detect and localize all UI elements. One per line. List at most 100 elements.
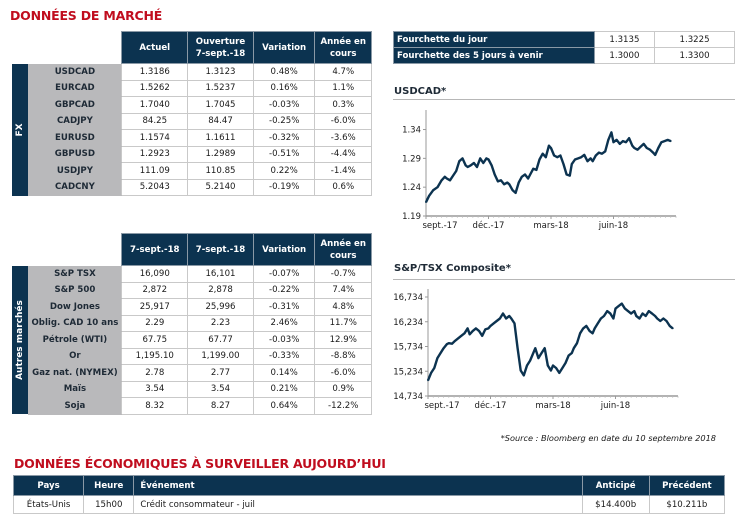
cell-open: 84.47: [187, 112, 254, 130]
cell-variation: 0.48%: [252, 63, 316, 81]
cell-precedent: $10.211b: [648, 495, 726, 514]
data-point: [535, 168, 538, 171]
cell-current: 1.3186: [121, 63, 189, 81]
range-row-5day: Fourchette des 5 jours à venir 1.3000 1.…: [393, 47, 735, 64]
cell-open: 2.23: [187, 314, 254, 332]
data-point: [556, 156, 559, 159]
data-point: [570, 352, 573, 355]
data-point: [671, 327, 674, 330]
data-point: [481, 334, 484, 337]
table-row: Soja 8.32 8.27 0.64% -12.2%: [12, 397, 372, 415]
data-point: [593, 327, 596, 330]
x-tick-label: sept.-17: [425, 401, 460, 411]
row-label: Or: [28, 348, 122, 365]
cell-variation: -0.33%: [252, 347, 316, 365]
data-point: [633, 147, 636, 149]
market-data-title: DONNÉES DE MARCHÉ: [10, 8, 163, 23]
data-point: [561, 367, 564, 369]
cell-variation: 0.64%: [252, 397, 316, 415]
cell-open: 16,101: [187, 265, 254, 283]
data-point: [572, 347, 575, 350]
cell-open: 5.2140: [187, 178, 254, 196]
data-point: [449, 179, 451, 182]
cell-pays: États-Unis: [12, 495, 85, 514]
data-point: [666, 139, 669, 141]
col-header-heure: Heure: [83, 475, 135, 496]
x-tick-label: juin-18: [598, 221, 628, 231]
data-point: [503, 183, 506, 186]
data-point: [612, 141, 615, 144]
side-label-text: FX: [15, 122, 26, 137]
data-point: [531, 354, 534, 357]
cell-anticipe: $14.400b: [581, 495, 650, 514]
cell-open: 1.5237: [187, 79, 254, 97]
data-point: [432, 189, 435, 191]
data-point: [475, 327, 477, 330]
col-header-pays: Pays: [12, 475, 85, 496]
x-tick-label: déc.-17: [473, 220, 505, 231]
cell-ytd: 12.9%: [314, 331, 372, 349]
data-point: [596, 322, 599, 325]
series-line: [426, 302, 674, 381]
col-header-date-1: 7-sept.-18: [121, 233, 189, 266]
data-point: [492, 322, 495, 325]
data-point: [588, 329, 591, 332]
data-point: [636, 148, 639, 151]
cell-ytd: 0.3%: [314, 96, 372, 114]
data-point: [649, 148, 651, 151]
data-point: [657, 147, 660, 149]
data-point: [498, 317, 501, 320]
data-point: [577, 157, 579, 160]
cell-open: 25,996: [187, 298, 254, 316]
cell-variation: -0.25%: [252, 112, 316, 130]
cell-open: 1.1611: [187, 129, 254, 147]
data-point: [601, 152, 603, 155]
cell-ytd: -0.7%: [314, 265, 372, 283]
data-point: [594, 154, 597, 157]
cell-ytd: -4.4%: [314, 145, 372, 163]
table-row: CADJPY 84.25 84.47 -0.25% -6.0%: [12, 112, 372, 130]
data-point: [442, 347, 445, 350]
data-point: [482, 162, 485, 164]
data-point: [589, 157, 592, 160]
fx-table: Actuel Ouverture 7-sept.-18 Variation Ann…: [12, 31, 372, 196]
data-point: [553, 154, 556, 157]
section-side-label: FX: [12, 63, 29, 196]
table-row: GBPCAD 1.7040 1.7045 -0.03% 0.3%: [12, 96, 372, 114]
data-point: [541, 152, 544, 155]
row-label: CADCNY: [28, 179, 122, 196]
data-point: [495, 320, 498, 322]
cell-open: 1.3123: [187, 63, 254, 81]
data-point: [505, 317, 508, 320]
data-point: [513, 322, 516, 325]
side-label-text: Autres marchés: [15, 299, 26, 380]
chart-title-rule: [393, 99, 735, 100]
data-point: [440, 179, 443, 182]
data-point: [550, 369, 552, 372]
row-label: Dow Jones: [28, 298, 122, 316]
data-point: [630, 312, 633, 315]
data-point: [603, 315, 605, 317]
cell-current: 1.1574: [121, 129, 189, 147]
col-header-date-2: 7-sept.-18: [187, 233, 254, 266]
data-point: [540, 352, 543, 355]
data-point: [580, 156, 583, 159]
data-point: [644, 315, 647, 317]
data-point: [436, 186, 439, 189]
data-point: [620, 302, 623, 305]
cell-current: 5.2043: [121, 178, 189, 196]
cell-ytd: 0.6%: [314, 178, 372, 196]
data-point: [529, 359, 531, 362]
cell-variation: -0.51%: [252, 145, 316, 163]
table-row: Autres marchés S&P TSX 16,090 16,101 -0.07% -…: [12, 265, 372, 414]
data-point: [543, 347, 546, 350]
cell-open: 1.2989: [187, 145, 254, 163]
data-point: [550, 147, 552, 149]
data-point: [500, 179, 502, 182]
data-point: [609, 312, 612, 315]
data-point: [656, 317, 659, 320]
data-point: [586, 160, 589, 163]
data-point: [485, 157, 488, 160]
data-point: [496, 180, 499, 183]
row-label: USDJPY: [28, 162, 122, 180]
